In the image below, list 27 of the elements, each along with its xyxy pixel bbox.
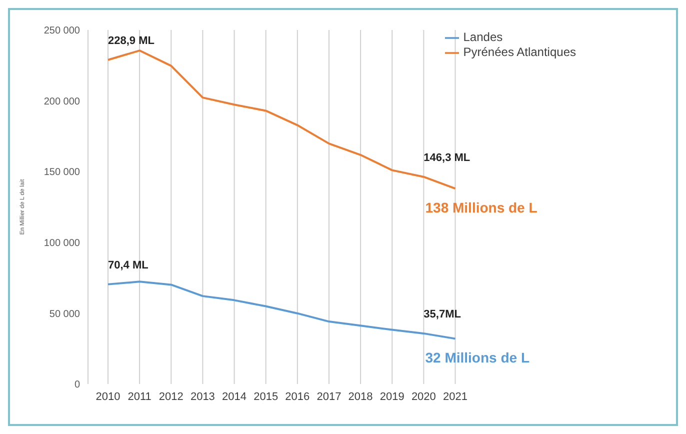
x-tick-label: 2017 xyxy=(316,390,342,403)
annotation: 228,9 ML xyxy=(108,34,155,47)
x-tick-label: 2021 xyxy=(443,390,468,403)
y-tick-label: 50 000 xyxy=(49,308,80,320)
y-tick-label: 250 000 xyxy=(44,26,80,37)
x-tick-label: 2015 xyxy=(254,390,278,403)
annotation: 35,7ML xyxy=(424,308,462,320)
y-tick-label: 100 000 xyxy=(44,238,80,249)
legend-label: Landes xyxy=(463,30,503,44)
legend-label: Pyrénées Atlantiques xyxy=(463,44,576,59)
line-series xyxy=(107,50,456,190)
y-tick-label: 150 000 xyxy=(44,167,80,178)
x-tick-label: 2010 xyxy=(96,390,120,403)
x-tick-label: 2020 xyxy=(411,390,436,403)
annotation: 32 Millions de L xyxy=(425,350,530,366)
x-tick-label: 2012 xyxy=(158,390,184,403)
annotation: 146,3 ML xyxy=(424,152,470,164)
y-tick-label: 0 xyxy=(74,380,80,391)
x-tick-label: 2013 xyxy=(190,390,215,403)
annotation: 138 Millions de L xyxy=(425,200,538,216)
x-tick-label: 2019 xyxy=(380,390,404,403)
x-tick-label: 2014 xyxy=(222,390,247,403)
x-tick-label: 2018 xyxy=(348,390,373,403)
annotation: 70,4 ML xyxy=(108,259,149,272)
x-tick-label: 2016 xyxy=(285,390,310,403)
x-tick-label: 2011 xyxy=(128,390,152,403)
y-tick-label: 200 000 xyxy=(44,96,80,108)
